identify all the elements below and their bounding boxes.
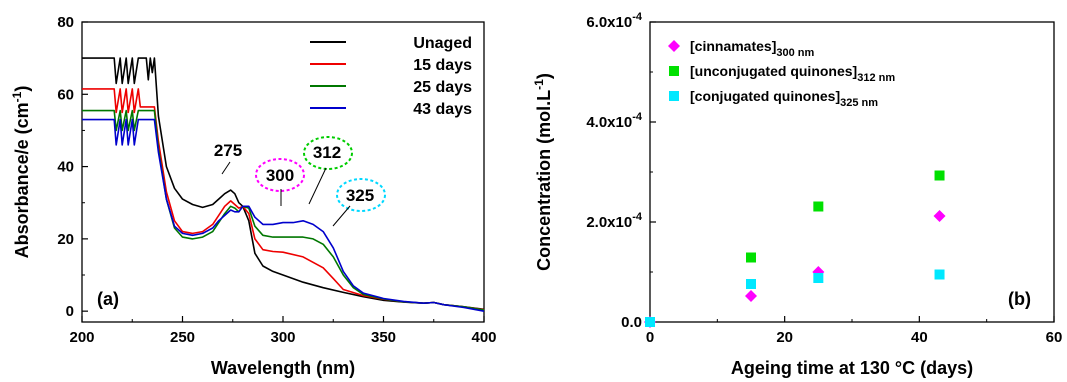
chart-b-y-tick-label: 4.0x10-4 [586, 111, 643, 131]
chart-b-legend-marker [669, 66, 679, 76]
chart-b-point-series-2 [813, 201, 824, 212]
chart-a-x-axis-label: Wavelength (nm) [211, 358, 355, 378]
chart-b-point-series-1 [745, 290, 757, 302]
chart-b: 0 20 40 60 0.0 2.0x10-4 4.0x10-4 6.0x10-4 [cinn… [532, 11, 1062, 378]
chart-b-legend-marker [668, 40, 680, 52]
chart-a-x-tick-label: 400 [471, 329, 496, 346]
chart-b-y-tick-label: 2.0x10-4 [586, 211, 643, 231]
chart-a-y-axis-label: Absorbance/e (cm-1) [10, 86, 32, 259]
chart-a-peak-leader [332, 205, 351, 227]
chart-a-y-label-end: ) [12, 86, 32, 92]
chart-a-peak-label: 312 [313, 143, 341, 162]
chart-a-y-label-main: Absorbance/e (cm [12, 102, 32, 258]
chart-a-peak-annotations: 275 300 312 325 [214, 136, 386, 227]
chart-a-peak-leader [221, 161, 231, 175]
chart-a-x-tick-label: 250 [170, 329, 195, 346]
chart-a-series-line-3 [82, 109, 485, 311]
chart-a-peak-label: 325 [346, 186, 374, 205]
chart-a-series-line-1 [82, 57, 485, 311]
chart-a-peak-label: 275 [214, 141, 242, 160]
chart-b-y-tick-label: 0.0 [621, 314, 642, 331]
chart-a-y-tick-label: 40 [57, 159, 74, 176]
chart-a-series-line-4 [82, 118, 485, 312]
chart-a-series [82, 57, 485, 312]
chart-b-y-label-sup: -1 [532, 79, 546, 90]
chart-a-legend-label: 43 days [413, 101, 472, 118]
chart-b-point-series-3 [645, 317, 655, 327]
chart-b-x-tick-label: 60 [1046, 329, 1063, 346]
chart-a-series-line-2 [82, 88, 485, 311]
chart-b-point-series-3 [746, 279, 756, 289]
chart-a-peak-leader [308, 167, 327, 205]
chart-b-point-series-2 [934, 170, 945, 181]
chart-b-point-series-2 [746, 252, 756, 263]
chart-b-point-series-1 [933, 210, 946, 222]
chart-a-x-tick-label: 200 [69, 329, 94, 346]
chart-a-peak-circle [336, 178, 386, 212]
chart-a-y-tick-label: 60 [57, 86, 74, 103]
chart-a-legend-label: 15 days [413, 57, 472, 74]
chart-b-y-axis-label: Concentration (mol.L-1) [532, 73, 554, 271]
chart-b-panel-label: (b) [1008, 289, 1031, 309]
chart-a-x-tick-label: 350 [371, 329, 396, 346]
chart-a-y-tick-label: 80 [57, 14, 74, 31]
chart-b-x-axis-label: Ageing time at 130 °C (days) [731, 358, 973, 378]
chart-a-peak-label: 300 [266, 166, 294, 185]
chart-b-y-tick-label: 6.0x10-4 [586, 11, 643, 31]
chart-b-point-series-3 [934, 269, 945, 280]
chart-b-legend-marker [669, 91, 679, 101]
chart-b-x-tick-label: 0 [646, 329, 654, 346]
chart-b-legend-label: [unconjugated quinones]312 nm [690, 63, 895, 84]
chart-b-x-tick-label: 40 [911, 329, 928, 346]
chart-a-y-tick-label: 0 [66, 303, 74, 320]
chart-b-series [644, 170, 946, 328]
chart-a-x-tick-label: 300 [270, 329, 295, 346]
chart-a-y-tick-label: 20 [57, 231, 74, 248]
chart-a-legend-label: 25 days [413, 79, 472, 96]
chart-b-x-tick-label: 20 [776, 329, 793, 346]
chart-b-axes: 0 20 40 60 0.0 2.0x10-4 4.0x10-4 6.0x10-4 [586, 11, 1062, 346]
chart-a-axes: 200 250 300 350 400 0 20 40 60 80 [57, 14, 496, 346]
chart-b-legend-label: [cinnamates]300 nm [690, 38, 814, 59]
chart-a-panel-label: (a) [97, 289, 119, 309]
chart-b-point-series-3 [813, 273, 824, 283]
chart-b-y-label-end: ) [534, 73, 554, 79]
chart-b-legend-label: [conjugated quinones]325 nm [690, 88, 878, 109]
chart-a-y-label-sup: -1 [10, 91, 24, 102]
chart-a-legend-label: Unaged [413, 35, 472, 52]
chart-a-peak-circle [255, 158, 305, 192]
chart-b-legend: [cinnamates]300 nm [unconjugated quinones… [668, 38, 895, 109]
chart-a-peak-circle [303, 136, 353, 170]
chart-a-legend: Unaged 15 days 25 days 43 days [310, 35, 472, 118]
chart-b-y-label-main: Concentration (mol.L [534, 90, 554, 271]
chart-a: 200 250 300 350 400 0 20 40 60 80 275 300 312 325 Un… [10, 14, 497, 378]
